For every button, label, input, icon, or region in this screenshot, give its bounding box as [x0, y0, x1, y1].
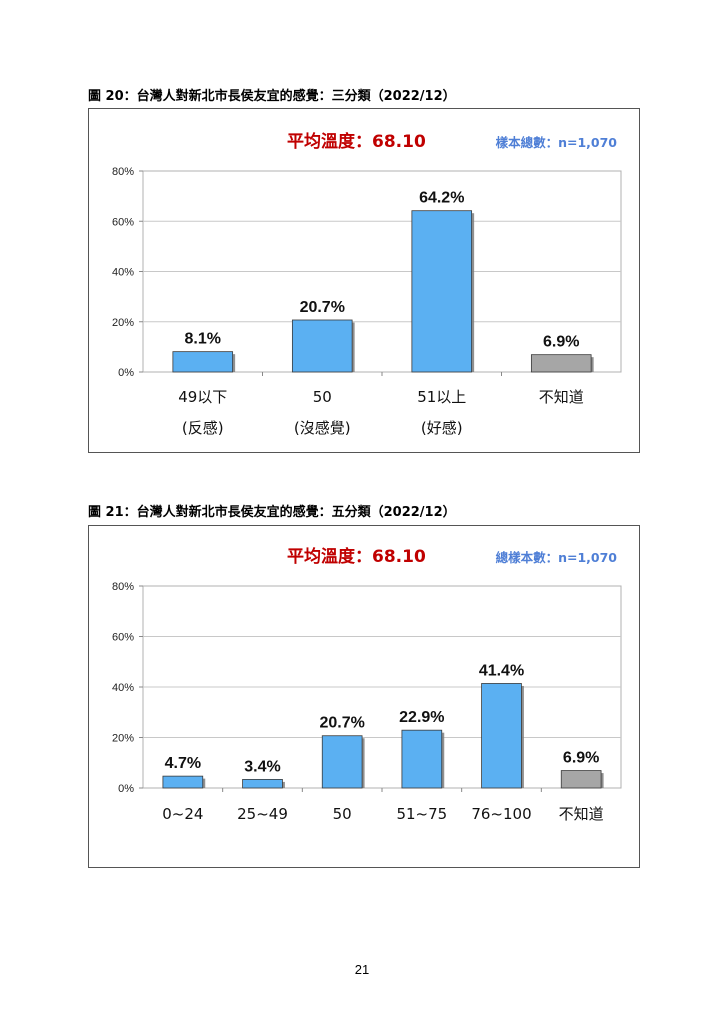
sample-size-label: 總樣本數：n=1,070 [496, 550, 618, 565]
sample-size-label: 樣本總數：n=1,070 [496, 135, 618, 150]
bar-chart: 平均溫度：68.10 總樣本數：n=1,070 0% 20% 40% 60% 80% 4.7%… [112, 546, 622, 823]
x-category-label: (沒感覺) [294, 419, 351, 437]
x-category-label: (好感) [421, 419, 463, 437]
data-label: 6.9% [543, 334, 579, 351]
bar [321, 735, 363, 789]
data-label: 41.4% [479, 662, 524, 679]
figure-caption: 圖 21：台灣人對新北市長侯友宜的感覺：五分類（2022/12） [88, 505, 456, 520]
bar [291, 319, 353, 373]
x-category-label: (反感) [182, 419, 224, 437]
x-category-label: 0~24 [162, 805, 203, 823]
data-label: 20.7% [300, 299, 345, 316]
x-category-label: 51~75 [396, 805, 447, 823]
x-category-label: 不知道 [559, 805, 604, 823]
x-category-label: 25~49 [237, 805, 288, 823]
page-number: 21 [354, 962, 370, 977]
bar [530, 354, 592, 373]
y-tick-label: 40% [112, 682, 134, 694]
data-label: 20.7% [319, 715, 364, 732]
data-label: 8.1% [185, 331, 221, 348]
data-label: 6.9% [563, 750, 599, 767]
bar [481, 683, 522, 789]
mean-temperature-label: 平均溫度：68.10 [287, 131, 426, 152]
y-tick-label: 20% [112, 317, 134, 329]
data-label: 22.9% [399, 709, 444, 726]
data-label: 3.4% [244, 758, 280, 775]
x-category-label: 不知道 [539, 388, 584, 406]
bar [162, 775, 204, 789]
x-category-label: 51以上 [417, 388, 466, 406]
y-tick-label: 20% [112, 733, 134, 745]
x-category-label: 49以下 [178, 388, 227, 406]
y-tick-label: 40% [112, 267, 134, 279]
chart-panel: 平均溫度：68.10 總樣本數：n=1,070 0% 20% 40% 60% 80% 4.7%… [88, 525, 640, 868]
figure-caption: 圖 20：台灣人對新北市長侯友宜的感覺：三分類（2022/12） [88, 89, 456, 104]
bar-chart: 平均溫度：68.10 樣本總數：n=1,070 0% 20% 40% 60% 80% 8.1%… [112, 131, 622, 437]
y-tick-label: 0% [118, 367, 134, 379]
chart-panel: 平均溫度：68.10 樣本總數：n=1,070 0% 20% 40% 60% 80% 8.1%… [88, 108, 640, 453]
y-tick-label: 60% [112, 216, 134, 228]
data-label: 64.2% [419, 190, 464, 207]
y-tick-label: 0% [118, 783, 134, 795]
data-label: 4.7% [165, 755, 201, 772]
x-category-label: 76~100 [471, 805, 531, 823]
bar [172, 351, 234, 373]
bar [411, 210, 473, 373]
x-category-label: 50 [333, 805, 352, 823]
bar [401, 729, 443, 789]
bar [560, 770, 602, 789]
bar [242, 779, 283, 789]
y-tick-label: 80% [112, 166, 134, 178]
y-tick-label: 80% [112, 581, 134, 593]
x-category-label: 50 [313, 388, 332, 406]
y-tick-label: 60% [112, 632, 134, 644]
mean-temperature-label: 平均溫度：68.10 [287, 546, 426, 567]
